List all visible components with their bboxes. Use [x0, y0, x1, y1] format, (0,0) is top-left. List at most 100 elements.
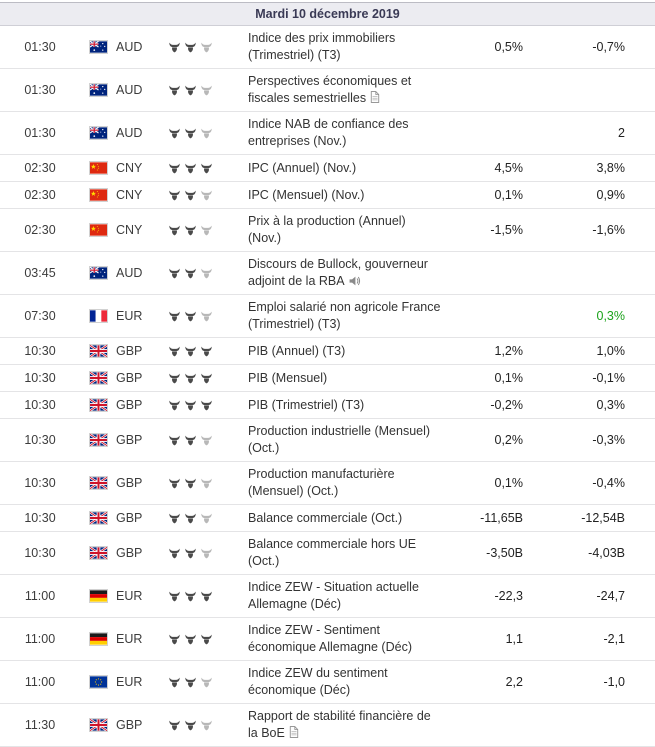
- flag-cell: [80, 675, 116, 689]
- event-name[interactable]: Balance commerciale (Oct.): [248, 510, 448, 527]
- event-name[interactable]: PIB (Annuel) (T3): [248, 343, 448, 360]
- gb-flag-icon: [88, 476, 108, 490]
- germany-flag-icon: [89, 633, 107, 645]
- event-name[interactable]: Indice des prix immobiliers (Trimestriel…: [248, 30, 448, 64]
- china-flag-icon: [89, 224, 107, 236]
- event-name[interactable]: PIB (Trimestriel) (T3): [248, 397, 448, 414]
- event-row[interactable]: 11:00 EUR Indice ZEW - Sentiment économi…: [0, 618, 655, 661]
- event-row[interactable]: 10:30 GBP Balance commerciale (Oct.) -11…: [0, 505, 655, 532]
- china-flag-icon: [89, 189, 107, 201]
- event-label: Indice ZEW du sentiment économique (Déc): [248, 666, 388, 697]
- bull-icon: [169, 373, 180, 383]
- flag-cell: [80, 223, 116, 237]
- previous-value: -0,3%: [592, 433, 625, 447]
- flag-cell: [80, 161, 116, 175]
- flag-cell: [80, 266, 116, 280]
- event-name[interactable]: Perspectives économiques et fiscales sem…: [248, 73, 448, 107]
- event-label: PIB (Annuel) (T3): [248, 343, 346, 358]
- event-name[interactable]: Prix à la production (Annuel) (Nov.): [248, 213, 448, 247]
- speaker-icon[interactable]: [349, 276, 361, 286]
- currency-code: GBP: [116, 433, 143, 447]
- date-label: Mardi 10 décembre 2019: [255, 7, 400, 21]
- event-name[interactable]: Indice ZEW - Situation actuelle Allemagn…: [248, 579, 448, 613]
- event-time: 11:00: [24, 589, 56, 603]
- eu-flag-icon: [88, 675, 108, 689]
- event-row[interactable]: 11:00 EUR Indice ZEW - Situation actuell…: [0, 575, 655, 618]
- event-row[interactable]: 07:30 EUR Emploi salarié non agricole Fr…: [0, 295, 655, 338]
- currency-code: AUD: [116, 266, 143, 280]
- bull-icon: [201, 478, 212, 488]
- bull-icon: [201, 548, 212, 558]
- event-row[interactable]: 11:00 EUR Indice ZEW du sentiment économ…: [0, 661, 655, 704]
- event-label: IPC (Annuel) (Nov.): [248, 160, 357, 175]
- flag-cell: [80, 371, 116, 385]
- event-time: 10:30: [24, 344, 56, 358]
- event-row[interactable]: 10:30 GBP PIB (Annuel) (T3) 1,2% 1,0%: [0, 338, 655, 365]
- previous-value: -12,54B: [581, 511, 625, 525]
- event-row[interactable]: 02:30 CNY IPC (Mensuel) (Nov.) 0,1% 0,9%: [0, 182, 655, 209]
- event-row[interactable]: 01:30 AUD Perspectives économiques et fi…: [0, 69, 655, 112]
- france-flag-icon: [89, 310, 107, 322]
- event-row[interactable]: 10:30 GBP PIB (Mensuel) 0,1% -0,1%: [0, 365, 655, 392]
- importance-bulls: [168, 548, 248, 559]
- event-name[interactable]: Indice ZEW du sentiment économique (Déc): [248, 665, 448, 699]
- event-row[interactable]: 11:30 GBP Rapport de stabilité financièr…: [0, 704, 655, 747]
- event-name[interactable]: Production manufacturière (Mensuel) (Oct…: [248, 466, 448, 500]
- bull-icon: [201, 677, 212, 687]
- event-name[interactable]: Rapport de stabilité financière de la Bo…: [248, 708, 448, 742]
- forecast-value: 1,1: [505, 632, 523, 646]
- event-name[interactable]: PIB (Mensuel): [248, 370, 448, 387]
- importance-bulls: [168, 513, 248, 524]
- previous-value: -24,7: [596, 589, 626, 603]
- event-name[interactable]: IPC (Mensuel) (Nov.): [248, 187, 448, 204]
- event-row[interactable]: 10:30 GBP Production industrielle (Mensu…: [0, 419, 655, 462]
- au-flag-icon: [88, 266, 108, 280]
- event-row[interactable]: 01:30 AUD Indice NAB de confiance des en…: [0, 112, 655, 155]
- event-name[interactable]: Indice ZEW - Sentiment économique Allema…: [248, 622, 448, 656]
- event-name[interactable]: Production industrielle (Mensuel) (Oct.): [248, 423, 448, 457]
- event-name[interactable]: Emploi salarié non agricole France (Trim…: [248, 299, 448, 333]
- event-row[interactable]: 02:30 CNY IPC (Annuel) (Nov.) 4,5% 3,8%: [0, 155, 655, 182]
- uk-flag-icon: [89, 372, 107, 384]
- event-row[interactable]: 10:30 GBP Production manufacturière (Men…: [0, 462, 655, 505]
- event-row[interactable]: 01:30 AUD Indice des prix immobiliers (T…: [0, 26, 655, 69]
- currency-code: GBP: [116, 511, 143, 525]
- previous-value: -1,6%: [592, 223, 625, 237]
- previous-value: 3,8%: [596, 161, 626, 175]
- bull-icon: [201, 373, 212, 383]
- event-name[interactable]: Indice NAB de confiance des entreprises …: [248, 116, 448, 150]
- event-label: PIB (Trimestriel) (T3): [248, 397, 365, 412]
- previous-value: -1,0: [603, 675, 625, 689]
- event-label: Discours de Bullock, gouverneur adjoint …: [248, 257, 428, 288]
- flag-cell: [80, 511, 116, 525]
- event-row[interactable]: 02:30 CNY Prix à la production (Annuel) …: [0, 209, 655, 252]
- flag-cell: [80, 476, 116, 490]
- gb-flag-icon: [88, 398, 108, 412]
- bull-icon: [201, 268, 212, 278]
- importance-bulls: [168, 435, 248, 446]
- currency-code: GBP: [116, 718, 143, 732]
- currency-code: EUR: [116, 675, 143, 689]
- bull-icon: [169, 190, 180, 200]
- uk-flag-icon: [89, 719, 107, 731]
- event-row[interactable]: 10:30 GBP Balance commerciale hors UE (O…: [0, 532, 655, 575]
- importance-bulls: [168, 190, 248, 201]
- event-name[interactable]: IPC (Annuel) (Nov.): [248, 160, 448, 177]
- forecast-value: -22,3: [494, 589, 524, 603]
- previous-value: 0,9%: [596, 188, 626, 202]
- de-flag-icon: [88, 632, 108, 646]
- china-flag-icon: [89, 162, 107, 174]
- event-name[interactable]: Discours de Bullock, gouverneur adjoint …: [248, 256, 448, 290]
- currency-code: EUR: [116, 589, 143, 603]
- bull-icon: [201, 634, 212, 644]
- bull-icon: [169, 311, 180, 321]
- event-row[interactable]: 03:45 AUD Discours de Bullock, gouverneu…: [0, 252, 655, 295]
- importance-bulls: [168, 128, 248, 139]
- importance-bulls: [168, 163, 248, 174]
- flag-cell: [80, 40, 116, 54]
- event-row[interactable]: 10:30 GBP PIB (Trimestriel) (T3) -0,2% 0…: [0, 392, 655, 419]
- bull-icon: [201, 225, 212, 235]
- bull-icon: [185, 346, 196, 356]
- event-name[interactable]: Balance commerciale hors UE (Oct.): [248, 536, 448, 570]
- document-icon[interactable]: [370, 91, 380, 103]
